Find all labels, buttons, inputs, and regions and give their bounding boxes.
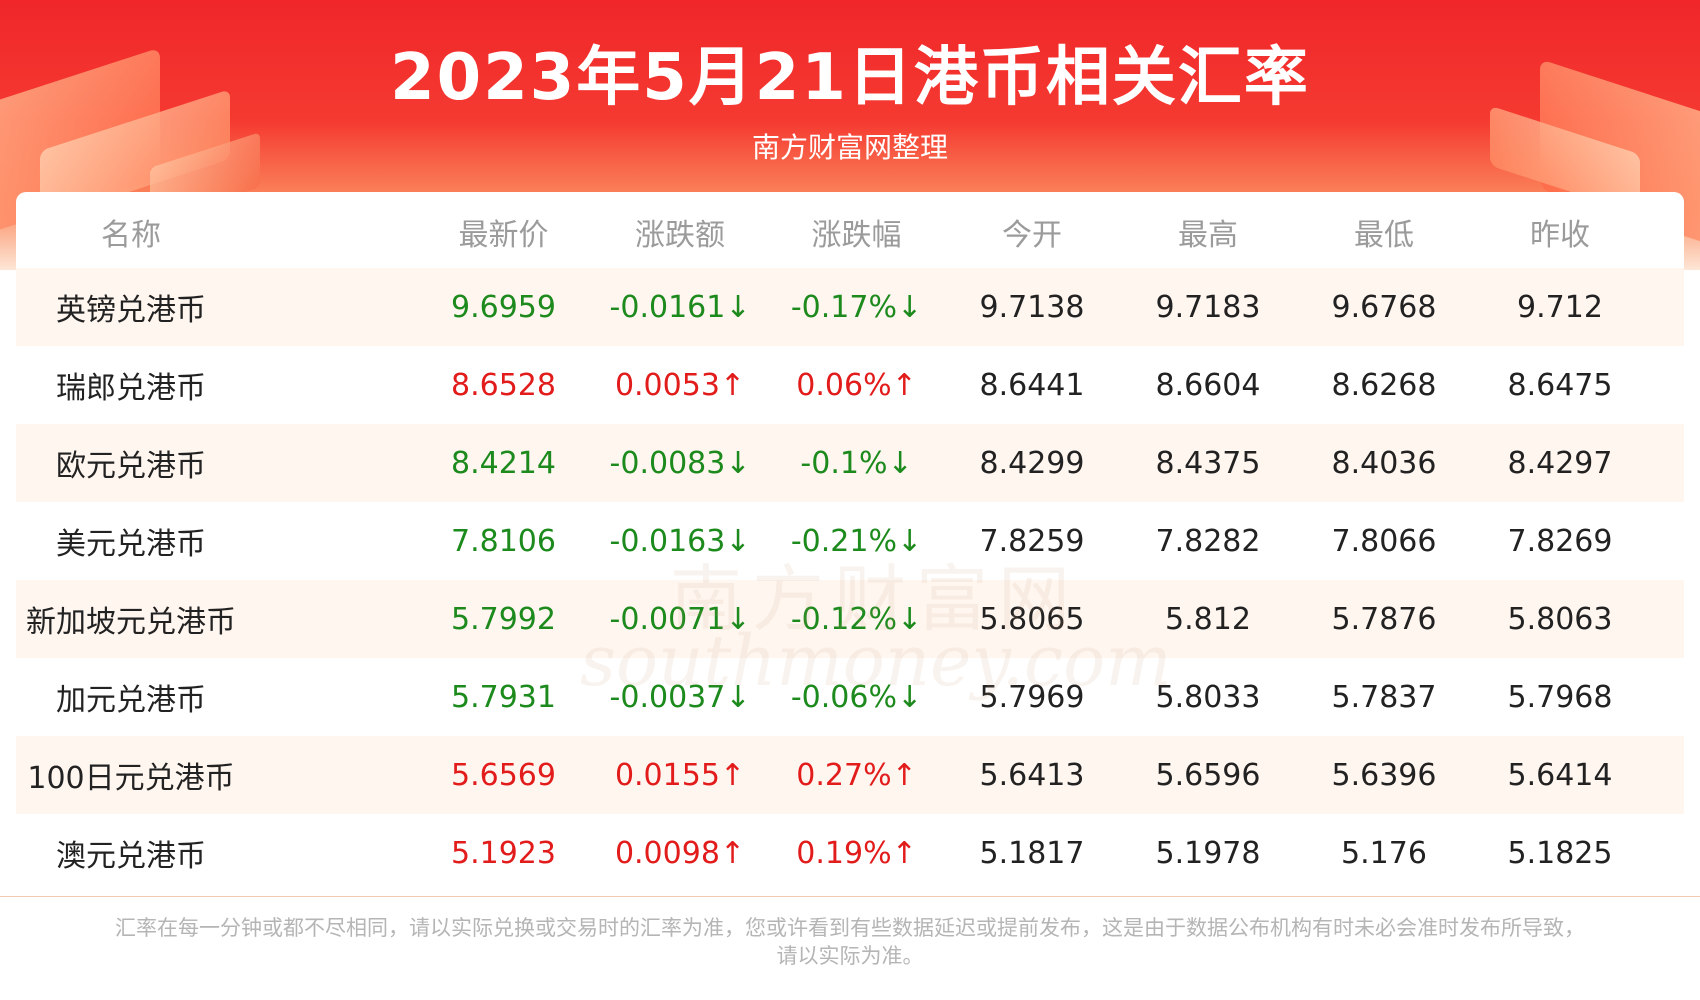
cell-prev: 7.8269 [1472,502,1684,580]
table-row: 瑞郎兑港币 8.6528 0.0053↑ 0.06%↑ 8.6441 8.6604 8.62… [16,346,1684,424]
column-header-name: 名称 [101,218,161,253]
cell-open: 8.6441 [944,346,1120,424]
cell-change: -0.0163↓ [591,502,769,580]
cell-change: -0.0083↓ [591,424,769,502]
cell-name: 瑞郎兑港币 [16,346,416,424]
disclaimer-line-1: 汇率在每一分钟或都不尽相同，请以实际兑换或交易时的汇率为准，您或许看到有些数据延… [115,916,1585,940]
cell-pct: -0.17%↓ [769,268,944,346]
column-header-change: 涨跌额 [635,218,725,253]
cell-high: 8.4375 [1120,424,1296,502]
cell-open: 7.8259 [944,502,1120,580]
cell-change: 0.0155↑ [591,736,769,814]
cell-change: 0.0053↑ [591,346,769,424]
cell-open: 5.1817 [944,814,1120,892]
table-row: 100日元兑港币 5.6569 0.0155↑ 0.27%↑ 5.6413 5.6596 5… [16,736,1684,814]
cell-high: 5.1978 [1120,814,1296,892]
cell-high: 9.7183 [1120,268,1296,346]
column-header-open: 今开 [1002,218,1062,253]
cell-pct: 0.19%↑ [769,814,944,892]
cell-high: 8.6604 [1120,346,1296,424]
cell-name: 新加坡元兑港币 [16,580,416,658]
column-header-pct: 涨跌幅 [811,218,902,253]
cell-prev: 5.1825 [1472,814,1684,892]
cell-latest: 5.6569 [416,736,591,814]
cell-open: 5.7969 [944,658,1120,736]
cell-low: 5.176 [1296,814,1472,892]
cell-latest: 5.1923 [416,814,591,892]
cell-name: 100日元兑港币 [16,736,416,814]
table-row: 加元兑港币 5.7931 -0.0037↓ -0.06%↓ 5.7969 5.8033 5.… [16,658,1684,736]
footer-divider [0,896,1700,897]
cell-latest: 8.6528 [416,346,591,424]
cell-low: 7.8066 [1296,502,1472,580]
cell-open: 5.8065 [944,580,1120,658]
cell-pct: -0.06%↓ [769,658,944,736]
cell-prev: 5.8063 [1472,580,1684,658]
disclaimer-line-2: 请以实际为准。 [776,944,924,968]
disclaimer-footnote: 汇率在每一分钟或都不尽相同，请以实际兑换或交易时的汇率为准，您或许看到有些数据延… [70,914,1630,970]
table-body: 英镑兑港币 9.6959 -0.0161↓ -0.17%↓ 9.7138 9.7183 9.… [16,268,1684,892]
table-row: 新加坡元兑港币 5.7992 -0.0071↓ -0.12%↓ 5.8065 5.812 5… [16,580,1684,658]
cell-prev: 5.7968 [1472,658,1684,736]
cell-high: 5.8033 [1120,658,1296,736]
cell-change: -0.0161↓ [591,268,769,346]
cell-latest: 8.4214 [416,424,591,502]
cell-open: 5.6413 [944,736,1120,814]
cell-low: 8.6268 [1296,346,1472,424]
cell-high: 5.6596 [1120,736,1296,814]
cell-low: 9.6768 [1296,268,1472,346]
cell-change: -0.0037↓ [591,658,769,736]
cell-change: 0.0098↑ [591,814,769,892]
column-header-latest: 最新价 [458,218,549,253]
cell-high: 5.812 [1120,580,1296,658]
table-row: 澳元兑港币 5.1923 0.0098↑ 0.19%↑ 5.1817 5.1978 5.17… [16,814,1684,892]
cell-name: 澳元兑港币 [16,814,416,892]
cell-low: 5.6396 [1296,736,1472,814]
cell-open: 8.4299 [944,424,1120,502]
cell-latest: 5.7992 [416,580,591,658]
cell-change: -0.0071↓ [591,580,769,658]
table-row: 英镑兑港币 9.6959 -0.0161↓ -0.17%↓ 9.7138 9.7183 9.… [16,268,1684,346]
column-header-high: 最高 [1178,218,1238,253]
cell-low: 5.7837 [1296,658,1472,736]
cell-high: 7.8282 [1120,502,1296,580]
cell-latest: 9.6959 [416,268,591,346]
cell-pct: 0.27%↑ [769,736,944,814]
cell-pct: -0.12%↓ [769,580,944,658]
cell-prev: 8.4297 [1472,424,1684,502]
page-title: 2023年5月21日港币相关汇率 [390,41,1310,115]
cell-pct: -0.21%↓ [769,502,944,580]
cell-latest: 7.8106 [416,502,591,580]
page-subtitle: 南方财富网整理 [751,131,948,164]
cell-name: 加元兑港币 [16,658,416,736]
cell-pct: 0.06%↑ [769,346,944,424]
table-row: 美元兑港币 7.8106 -0.0163↓ -0.21%↓ 7.8259 7.8282 7.… [16,502,1684,580]
cell-low: 5.7876 [1296,580,1472,658]
column-header-prev: 昨收 [1530,218,1590,253]
column-header-low: 最低 [1354,218,1414,253]
cell-open: 9.7138 [944,268,1120,346]
cell-latest: 5.7931 [416,658,591,736]
table-row: 欧元兑港币 8.4214 -0.0083↓ -0.1%↓ 8.4299 8.4375 8.4… [16,424,1684,502]
cell-prev: 9.712 [1472,268,1684,346]
exchange-rate-table: 名称 最新价 涨跌额 涨跌幅 今开 最高 最低 昨收 英镑兑港币 9.6959 -0… [16,196,1684,892]
cell-low: 8.4036 [1296,424,1472,502]
cell-prev: 5.6414 [1472,736,1684,814]
cell-name: 美元兑港币 [16,502,416,580]
cell-name: 欧元兑港币 [16,424,416,502]
cell-name: 英镑兑港币 [16,268,416,346]
cell-prev: 8.6475 [1472,346,1684,424]
table-header-row: 名称 最新价 涨跌额 涨跌幅 今开 最高 最低 昨收 [16,196,1684,268]
cell-pct: -0.1%↓ [769,424,944,502]
